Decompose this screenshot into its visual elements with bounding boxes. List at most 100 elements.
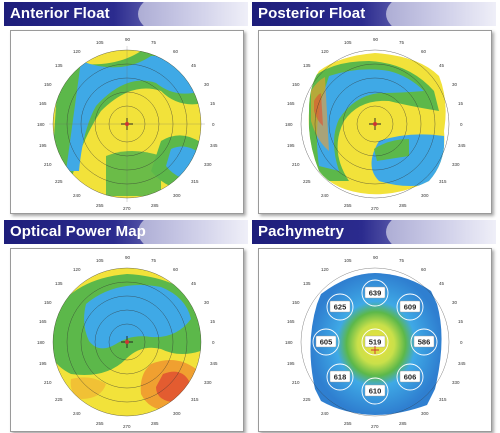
svg-text:105: 105 xyxy=(96,258,104,263)
svg-text:120: 120 xyxy=(321,49,329,54)
panel-header: Anterior Float xyxy=(4,2,248,26)
svg-text:15: 15 xyxy=(458,319,464,324)
svg-text:150: 150 xyxy=(292,300,300,305)
svg-text:270: 270 xyxy=(371,424,379,429)
svg-text:270: 270 xyxy=(123,206,131,211)
svg-text:165: 165 xyxy=(39,101,47,106)
svg-text:105: 105 xyxy=(96,40,104,45)
svg-text:315: 315 xyxy=(439,397,447,402)
svg-text:90: 90 xyxy=(125,255,131,260)
svg-text:300: 300 xyxy=(173,411,181,416)
posterior-float-map: 90 105 75 120 60 135 45 150 30 165 15 18… xyxy=(258,30,492,214)
svg-text:90: 90 xyxy=(125,37,131,42)
svg-text:0: 0 xyxy=(460,340,463,345)
pachymetry-value-top: 639 xyxy=(369,289,382,298)
panel-title: Posterior Float xyxy=(258,5,366,22)
pachymetry-value-upper-left: 625 xyxy=(334,303,347,312)
svg-text:345: 345 xyxy=(210,361,218,366)
panel-title: Anterior Float xyxy=(10,5,110,22)
svg-text:300: 300 xyxy=(421,193,429,198)
svg-text:180: 180 xyxy=(37,122,45,127)
svg-text:75: 75 xyxy=(151,258,157,263)
svg-text:60: 60 xyxy=(421,267,427,272)
svg-text:240: 240 xyxy=(73,193,81,198)
svg-text:180: 180 xyxy=(37,340,45,345)
panel-header: Posterior Float xyxy=(252,2,496,26)
svg-text:180: 180 xyxy=(285,340,293,345)
svg-text:345: 345 xyxy=(458,143,466,148)
svg-text:330: 330 xyxy=(204,162,212,167)
svg-text:240: 240 xyxy=(321,193,329,198)
pachymetry-panel: Pachymetry xyxy=(252,220,496,432)
svg-text:330: 330 xyxy=(452,162,460,167)
svg-text:45: 45 xyxy=(191,281,197,286)
svg-text:60: 60 xyxy=(173,267,179,272)
pachymetry-map: 639 625 609 605 519 586 618 606 610 90 1… xyxy=(258,248,492,432)
panel-header: Optical Power Map xyxy=(4,220,248,244)
anterior-float-map: 90 105 75 120 60 135 45 150 30 165 15 18… xyxy=(10,30,244,214)
svg-text:45: 45 xyxy=(191,63,197,68)
svg-text:210: 210 xyxy=(44,162,52,167)
svg-text:285: 285 xyxy=(399,421,407,426)
svg-text:120: 120 xyxy=(73,267,81,272)
svg-text:90: 90 xyxy=(373,37,379,42)
svg-text:270: 270 xyxy=(371,206,379,211)
optical-power-map: 90 105 75 120 60 135 45 150 30 165 15 18… xyxy=(10,248,244,432)
svg-text:255: 255 xyxy=(344,203,352,208)
svg-text:135: 135 xyxy=(55,281,63,286)
pachymetry-value-center: 519 xyxy=(369,338,382,347)
svg-text:135: 135 xyxy=(303,63,311,68)
svg-text:210: 210 xyxy=(292,162,300,167)
anterior-float-panel: Anterior Float 90 105 xyxy=(4,2,248,214)
svg-text:0: 0 xyxy=(460,122,463,127)
svg-text:15: 15 xyxy=(210,101,216,106)
svg-text:120: 120 xyxy=(321,267,329,272)
pachymetry-value-upper-right: 609 xyxy=(404,303,417,312)
optical-power-map-panel: Optical Power Map 90 105 75 120 xyxy=(4,220,248,432)
svg-text:30: 30 xyxy=(204,82,210,87)
svg-text:195: 195 xyxy=(287,361,295,366)
svg-text:225: 225 xyxy=(303,397,311,402)
svg-text:30: 30 xyxy=(452,300,458,305)
svg-text:105: 105 xyxy=(344,258,352,263)
pachymetry-value-right: 586 xyxy=(418,338,431,347)
svg-text:165: 165 xyxy=(39,319,47,324)
svg-text:120: 120 xyxy=(73,49,81,54)
panel-title: Optical Power Map xyxy=(10,223,146,240)
svg-text:45: 45 xyxy=(439,63,445,68)
svg-text:75: 75 xyxy=(399,40,405,45)
svg-text:105: 105 xyxy=(344,40,352,45)
svg-text:195: 195 xyxy=(39,143,47,148)
svg-text:240: 240 xyxy=(73,411,81,416)
svg-text:135: 135 xyxy=(55,63,63,68)
svg-text:30: 30 xyxy=(452,82,458,87)
svg-text:180: 180 xyxy=(285,122,293,127)
svg-text:150: 150 xyxy=(292,82,300,87)
svg-text:345: 345 xyxy=(458,361,466,366)
svg-text:345: 345 xyxy=(210,143,218,148)
svg-text:330: 330 xyxy=(204,380,212,385)
svg-text:60: 60 xyxy=(173,49,179,54)
svg-text:255: 255 xyxy=(344,421,352,426)
svg-text:315: 315 xyxy=(439,179,447,184)
svg-text:285: 285 xyxy=(399,203,407,208)
pachymetry-value-lower-right: 606 xyxy=(404,373,417,382)
panel-header: Pachymetry xyxy=(252,220,496,244)
svg-text:285: 285 xyxy=(151,203,159,208)
svg-text:210: 210 xyxy=(292,380,300,385)
svg-text:195: 195 xyxy=(287,143,295,148)
svg-text:225: 225 xyxy=(55,179,63,184)
svg-text:315: 315 xyxy=(191,179,199,184)
svg-text:300: 300 xyxy=(421,411,429,416)
panel-title: Pachymetry xyxy=(258,223,345,240)
svg-text:75: 75 xyxy=(151,40,157,45)
pachymetry-value-left: 605 xyxy=(320,338,333,347)
svg-text:225: 225 xyxy=(55,397,63,402)
svg-text:285: 285 xyxy=(151,421,159,426)
pachymetry-value-bottom: 610 xyxy=(369,387,382,396)
svg-text:330: 330 xyxy=(452,380,460,385)
svg-text:45: 45 xyxy=(439,281,445,286)
svg-text:60: 60 xyxy=(421,49,427,54)
svg-text:240: 240 xyxy=(321,411,329,416)
svg-text:315: 315 xyxy=(191,397,199,402)
